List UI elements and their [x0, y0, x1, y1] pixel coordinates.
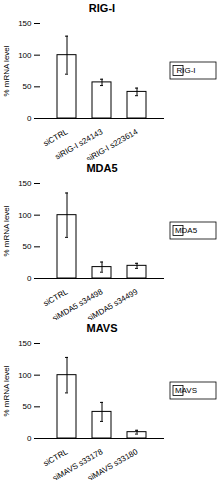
svg-text:150: 150 [18, 179, 32, 188]
svg-text:RIG-I: RIG-I [176, 66, 195, 75]
svg-text:% mRNA level: % mRNA level [2, 205, 11, 256]
svg-text:MDA5: MDA5 [175, 226, 198, 235]
svg-text:% mRNA level: % mRNA level [2, 365, 11, 416]
html-text:RIG-I: RIG-I [88, 2, 116, 14]
svg-text:MAVS: MAVS [175, 386, 197, 395]
svg-text:siMDA5 s34499: siMDA5 s34499 [86, 287, 140, 320]
html-text:MAVS: MAVS [86, 322, 118, 334]
svg-text:100: 100 [18, 371, 32, 380]
svg-text:siRIG-I s223614: siRIG-I s223614 [85, 127, 140, 160]
svg-text:150: 150 [18, 339, 32, 348]
svg-text:siMAVS s33180: siMAVS s33180 [86, 447, 140, 480]
svg-text:siCTRL: siCTRL [42, 447, 70, 468]
svg-text:0: 0 [27, 274, 32, 283]
svg-text:0: 0 [27, 434, 32, 443]
svg-text:100: 100 [18, 51, 32, 60]
svg-text:50: 50 [23, 82, 32, 91]
svg-text:100: 100 [18, 211, 32, 220]
svg-text:150: 150 [18, 19, 32, 28]
svg-text:0: 0 [27, 114, 32, 123]
svg-text:% mRNA level: % mRNA level [2, 45, 11, 96]
svg-text:siCTRL: siCTRL [42, 287, 70, 308]
html-text:MDA5: MDA5 [86, 162, 118, 174]
svg-text:50: 50 [23, 402, 32, 411]
svg-text:siCTRL: siCTRL [42, 127, 70, 148]
svg-text:50: 50 [23, 242, 32, 251]
